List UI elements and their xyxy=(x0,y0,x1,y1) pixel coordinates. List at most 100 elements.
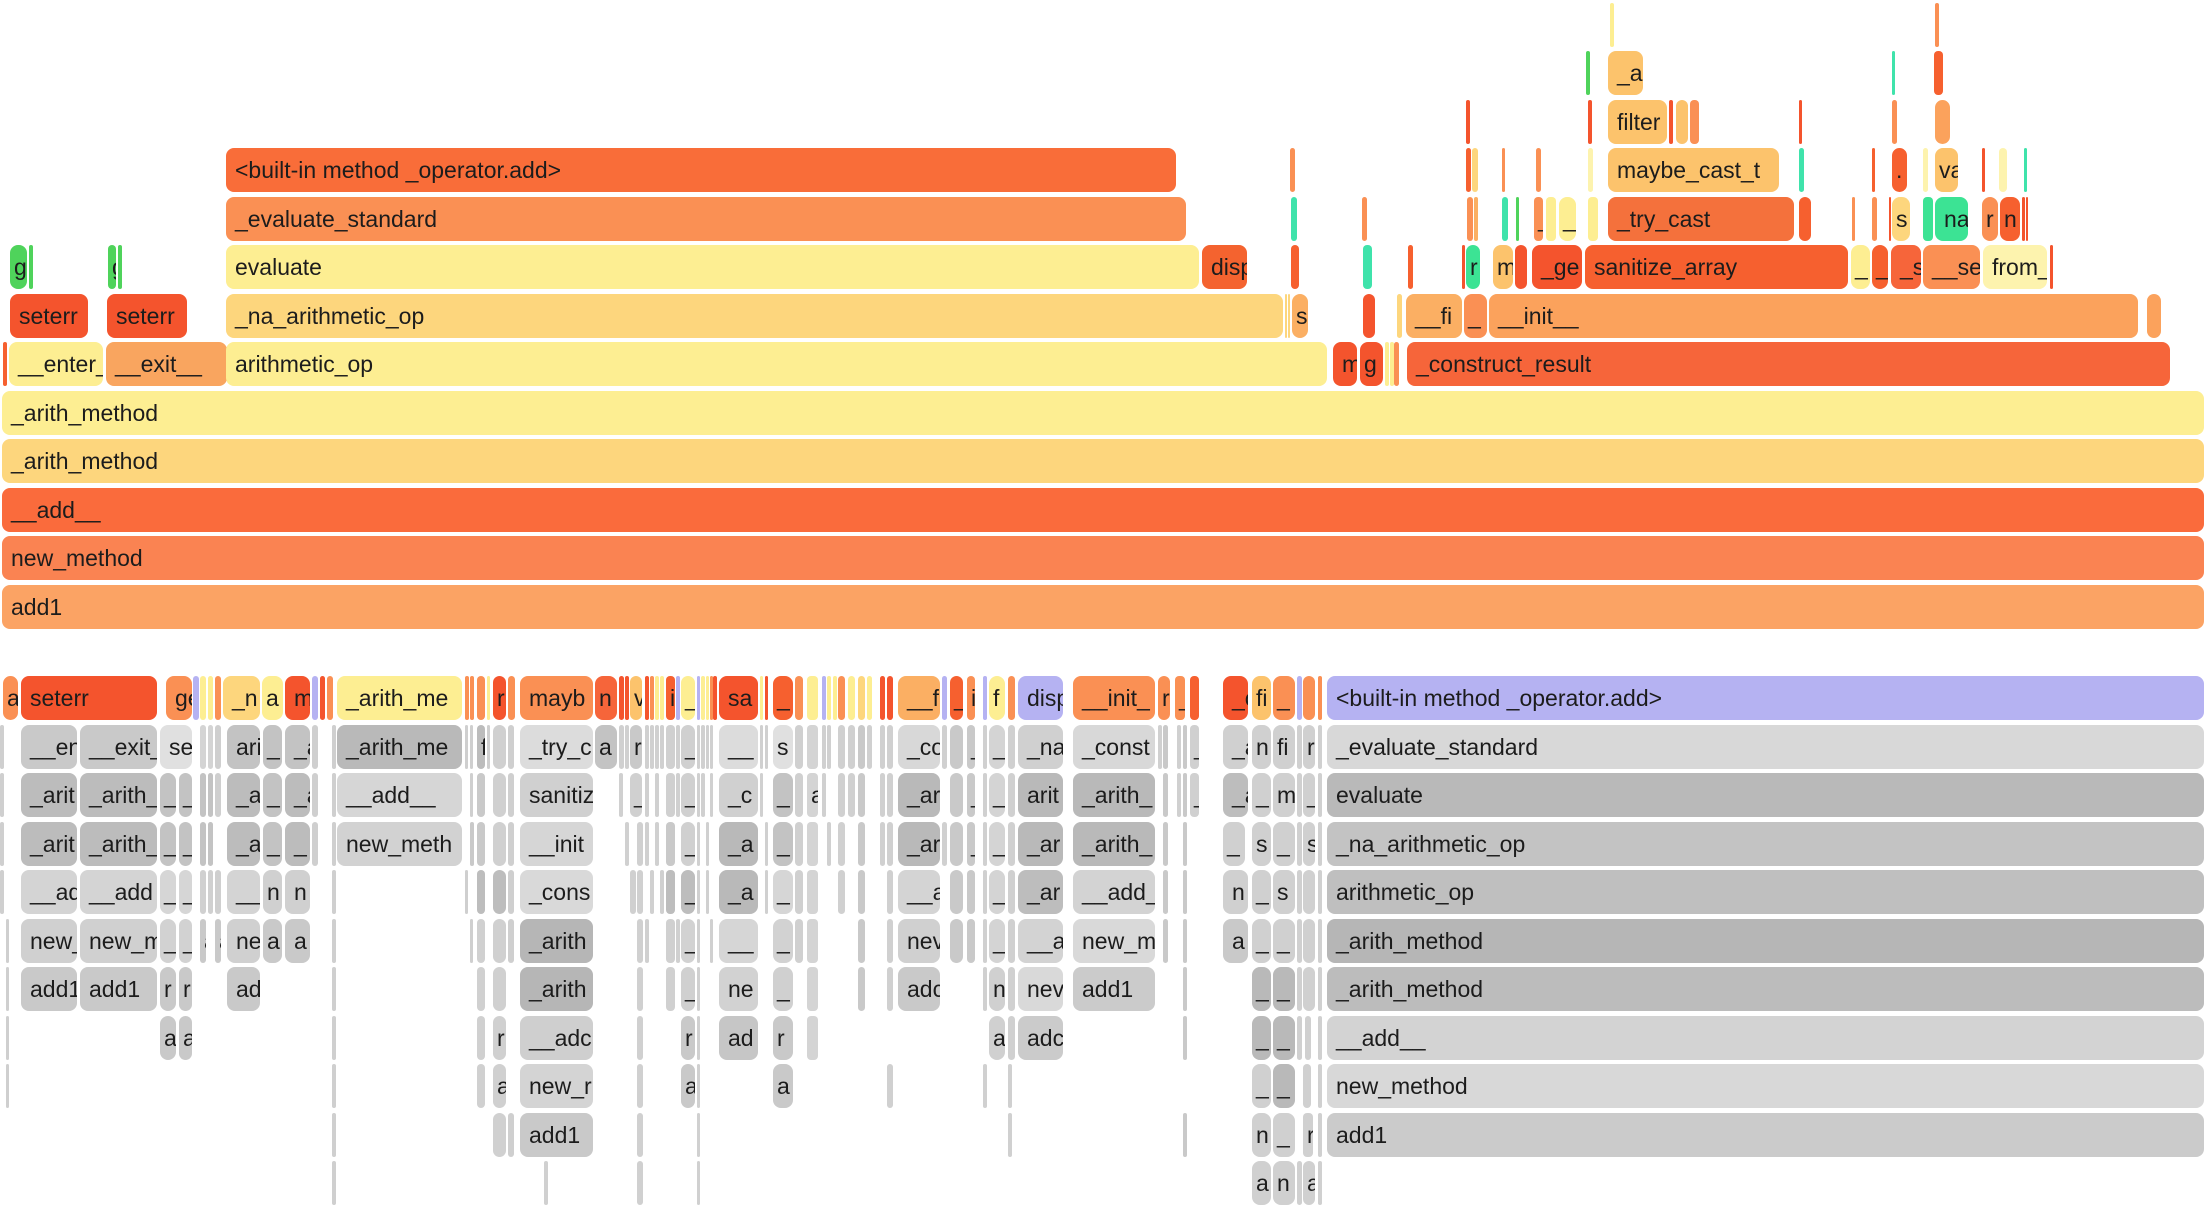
frame-bar[interactable] xyxy=(2024,148,2027,192)
frame-bar[interactable] xyxy=(1177,773,1181,817)
frame-bar[interactable]: _ xyxy=(263,821,282,866)
frame-bar[interactable]: _ xyxy=(1273,1064,1295,1108)
frame-bar[interactable] xyxy=(1183,773,1187,817)
frame-bar[interactable]: a xyxy=(1252,1161,1271,1205)
frame-bar[interactable] xyxy=(858,724,865,769)
frame-bar[interactable]: _ xyxy=(681,870,695,914)
frame-bar[interactable] xyxy=(332,724,336,769)
frame-bar[interactable] xyxy=(200,676,206,720)
frame-bar[interactable]: _ xyxy=(967,773,975,817)
frame-bar[interactable] xyxy=(822,773,826,817)
frame-bar[interactable]: _ xyxy=(1223,821,1245,866)
frame-bar[interactable] xyxy=(215,870,221,914)
frame-bar[interactable] xyxy=(706,724,709,769)
frame-bar[interactable] xyxy=(1676,99,1688,144)
frame-bar[interactable]: _ xyxy=(630,773,642,817)
frame-bar[interactable]: __ xyxy=(719,724,758,769)
frame-bar[interactable]: _ xyxy=(1851,245,1870,289)
frame-bar[interactable]: nev xyxy=(898,918,940,963)
frame-bar[interactable] xyxy=(858,870,865,914)
frame-bar[interactable] xyxy=(795,724,803,769)
frame-bar[interactable] xyxy=(848,724,855,769)
frame-bar[interactable] xyxy=(1285,293,1287,338)
frame-bar[interactable]: _arith_method xyxy=(2,439,2204,483)
frame-bar[interactable] xyxy=(942,676,947,720)
frame-bar[interactable] xyxy=(1546,196,1556,241)
frame-bar[interactable]: _a xyxy=(1223,724,1248,769)
frame-bar[interactable] xyxy=(713,676,717,720)
frame-bar[interactable] xyxy=(838,724,845,769)
frame-bar[interactable]: r xyxy=(1466,245,1480,289)
frame-bar[interactable] xyxy=(1318,918,1322,963)
frame-bar[interactable] xyxy=(1008,870,1015,914)
frame-bar[interactable] xyxy=(1362,196,1367,241)
frame-bar[interactable] xyxy=(655,821,659,866)
frame-bar[interactable]: adc xyxy=(898,967,940,1011)
frame-bar[interactable] xyxy=(880,773,885,817)
frame-bar[interactable] xyxy=(983,918,987,963)
frame-bar[interactable]: seterr xyxy=(107,293,187,338)
frame-bar[interactable] xyxy=(858,918,865,963)
frame-bar[interactable] xyxy=(332,918,336,963)
frame-bar[interactable] xyxy=(208,870,213,914)
frame-bar[interactable] xyxy=(1586,51,1590,95)
frame-bar[interactable] xyxy=(1163,724,1168,769)
frame-bar[interactable] xyxy=(697,676,700,720)
frame-bar[interactable] xyxy=(312,676,318,720)
frame-bar[interactable] xyxy=(332,1112,336,1157)
frame-bar[interactable]: _ xyxy=(160,870,176,914)
frame-bar[interactable] xyxy=(807,870,818,914)
frame-bar[interactable] xyxy=(765,821,768,866)
frame-bar[interactable]: _ xyxy=(681,676,695,720)
frame-bar[interactable] xyxy=(1318,1161,1322,1205)
frame-bar[interactable] xyxy=(887,967,893,1011)
frame-bar[interactable] xyxy=(200,724,206,769)
frame-bar[interactable]: new_m xyxy=(80,918,157,963)
frame-bar[interactable] xyxy=(619,676,624,720)
frame-bar[interactable] xyxy=(312,724,318,769)
frame-bar[interactable] xyxy=(493,918,506,963)
frame-bar[interactable]: _ xyxy=(681,967,695,1011)
frame-bar[interactable]: r xyxy=(1158,676,1170,720)
frame-bar[interactable] xyxy=(1183,967,1187,1011)
frame-bar[interactable] xyxy=(880,676,885,720)
frame-bar[interactable] xyxy=(200,773,206,817)
frame-bar[interactable]: add1 xyxy=(2,584,2204,629)
frame-bar[interactable] xyxy=(637,870,643,914)
frame-bar[interactable]: m xyxy=(1333,342,1357,386)
frame-bar[interactable] xyxy=(6,967,9,1011)
frame-bar[interactable]: __f xyxy=(898,676,940,720)
frame-bar[interactable] xyxy=(208,773,213,817)
frame-bar[interactable] xyxy=(666,821,675,866)
frame-bar[interactable]: mayb xyxy=(520,676,593,720)
frame-bar[interactable]: _ xyxy=(179,773,192,817)
frame-bar[interactable] xyxy=(676,918,680,963)
frame-bar[interactable] xyxy=(1935,99,1950,144)
frame-bar[interactable]: n xyxy=(2000,196,2020,241)
frame-bar[interactable] xyxy=(697,821,700,866)
frame-bar[interactable]: a xyxy=(493,1064,506,1108)
frame-bar[interactable]: _ar xyxy=(1018,821,1063,866)
frame-bar[interactable]: _ xyxy=(1190,724,1199,769)
frame-bar[interactable] xyxy=(1799,148,1804,192)
frame-bar[interactable]: _arith_ xyxy=(80,821,157,866)
frame-bar[interactable] xyxy=(1297,967,1302,1011)
frame-bar[interactable] xyxy=(1183,918,1187,963)
frame-bar[interactable] xyxy=(710,918,713,963)
frame-bar[interactable] xyxy=(660,724,664,769)
frame-bar[interactable] xyxy=(838,773,845,817)
frame-bar[interactable] xyxy=(508,870,514,914)
frame-bar[interactable]: _ xyxy=(773,967,793,1011)
frame-bar[interactable]: g xyxy=(108,245,116,289)
frame-bar[interactable] xyxy=(807,821,818,866)
frame-bar[interactable] xyxy=(838,870,845,914)
frame-bar[interactable]: _a xyxy=(227,773,260,817)
frame-bar[interactable]: _ xyxy=(160,918,176,963)
frame-bar[interactable] xyxy=(630,870,636,914)
frame-bar[interactable] xyxy=(465,676,469,720)
frame-bar[interactable] xyxy=(967,918,975,963)
frame-bar[interactable] xyxy=(637,1161,643,1205)
frame-bar[interactable]: _ xyxy=(1273,676,1295,720)
frame-bar[interactable] xyxy=(848,773,855,817)
frame-bar[interactable]: _try_cast xyxy=(1608,196,1794,241)
